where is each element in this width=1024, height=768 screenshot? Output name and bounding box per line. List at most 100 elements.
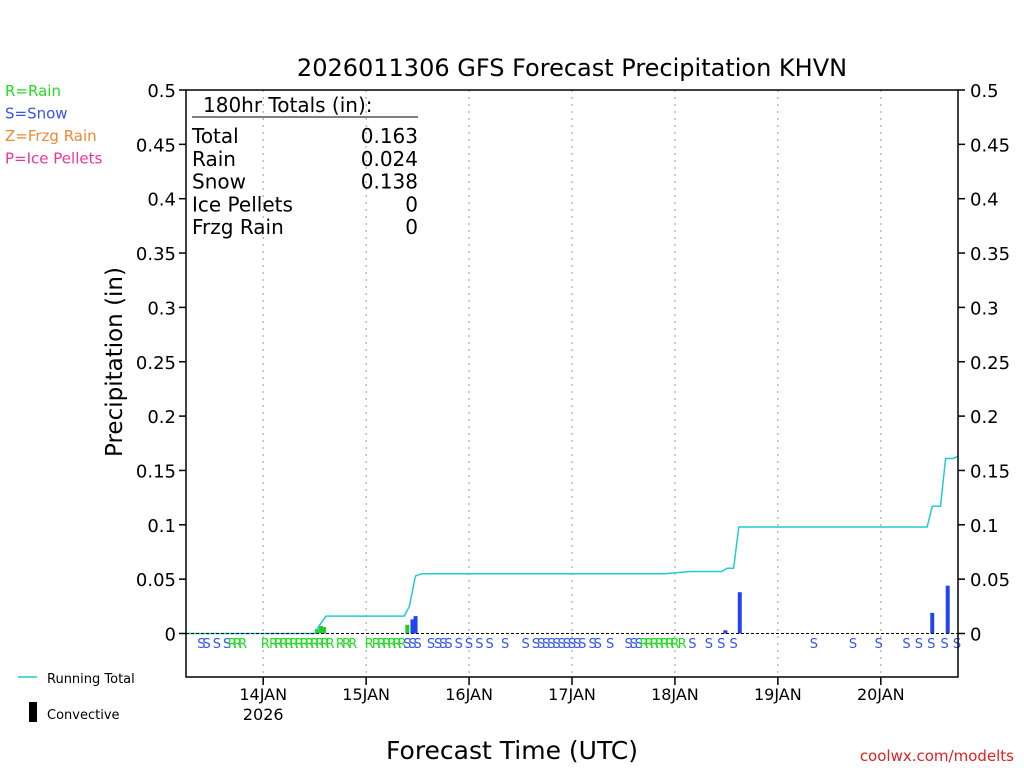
type-marker-4: R (228, 637, 237, 652)
type-marker-75: S (915, 637, 923, 652)
type-marker-54: S (594, 637, 602, 652)
type-marker-60: R (645, 637, 654, 652)
y-tick-label-left-9: 0.45 (136, 135, 176, 156)
type-marker-55: S (606, 637, 614, 652)
bar-snow-0 (410, 619, 415, 634)
y-tick-label-right-9: 0.45 (970, 135, 1010, 156)
type-marker-51: S (573, 637, 581, 652)
precip-bars (314, 585, 950, 634)
type-marker-7: R (261, 637, 270, 652)
y-tick-label-left-6: 0.3 (147, 298, 176, 319)
bar-snow-4 (930, 612, 935, 634)
legend-convective-swatch (29, 702, 37, 722)
type-marker-14: R (300, 637, 309, 652)
type-marker-67: S (688, 637, 696, 652)
type-marker-43: S (532, 637, 540, 652)
type-marker-21: R (342, 637, 351, 652)
y-tick-label-right-5: 0.25 (970, 353, 1010, 374)
type-marker-5: R (233, 637, 242, 652)
totals-name-2: Snow (192, 170, 246, 194)
type-marker-58: S (635, 637, 643, 652)
type-marker-29: R (398, 637, 407, 652)
type-marker-70: S (729, 637, 737, 652)
totals-value-3: 0 (405, 192, 418, 216)
legend-running-total-label: Running Total (47, 672, 135, 687)
type-marker-41: S (501, 637, 509, 652)
bar-snow-3 (737, 592, 742, 634)
type-marker-3: S (223, 637, 231, 652)
type-marker-25: R (377, 637, 386, 652)
type-marker-31: S (408, 637, 416, 652)
type-marker-77: S (940, 637, 948, 652)
y-tick-label-left-3: 0.15 (136, 461, 176, 482)
totals-value-0: 0.163 (361, 124, 418, 148)
type-marker-69: S (717, 637, 725, 652)
grid-lines (262, 90, 882, 677)
y-tick-label-right-7: 0.35 (970, 244, 1010, 265)
type-marker-18: R (320, 637, 329, 652)
y-tick-label-left-7: 0.35 (136, 244, 176, 265)
x-tick-label-1: 15JAN (342, 685, 390, 704)
y-tick-label-left-1: 0.05 (136, 570, 176, 591)
type-marker-46: S (547, 637, 555, 652)
totals-value-1: 0.024 (361, 147, 418, 171)
type-marker-73: S (875, 637, 883, 652)
type-marker-8: R (269, 637, 278, 652)
bar-rain-3 (405, 624, 410, 634)
type-marker-53: S (588, 637, 596, 652)
chart-title: 2026011306 GFS Forecast Precipitation KH… (297, 54, 847, 82)
y-axis-label: Precipitation (in) (102, 267, 128, 457)
legend-type-0: R=Rain (5, 82, 61, 100)
type-marker-61: R (650, 637, 659, 652)
type-marker-9: R (274, 637, 283, 652)
type-marker-40: S (486, 637, 494, 652)
totals-value-2: 0.138 (361, 170, 418, 194)
bar-rain-1 (318, 625, 323, 634)
type-marker-71: S (810, 637, 818, 652)
x-tick-label-0: 14JAN (239, 685, 287, 704)
type-marker-62: R (655, 637, 664, 652)
type-marker-35: S (439, 637, 447, 652)
type-marker-1: S (202, 637, 210, 652)
y-axis-right-ticks: 0 0.05 0.1 0.15 0.2 0.25 0.3 0.35 0.4 0.45 0.5 (958, 81, 1010, 646)
bar-snow-1 (413, 616, 418, 634)
type-marker-30: S (403, 637, 411, 652)
type-marker-76: S (927, 637, 935, 652)
type-marker-49: S (563, 637, 571, 652)
y-tick-label-left-10: 0.5 (147, 81, 176, 102)
x-tick-label-3: 17JAN (548, 685, 596, 704)
x-axis-label: Forecast Time (UTC) (386, 736, 638, 765)
totals-header: 180hr Totals (in): (203, 93, 373, 117)
type-marker-52: S (578, 637, 586, 652)
line-legend: Running Total Convective (18, 672, 135, 723)
y-tick-label-right-3: 0.15 (970, 461, 1010, 482)
type-marker-64: R (665, 637, 674, 652)
legend-type-3: P=Ice Pellets (5, 150, 102, 168)
type-marker-23: R (365, 637, 374, 652)
x-tick-sublabel-0: 2026 (243, 705, 284, 724)
type-marker-19: R (326, 637, 335, 652)
totals-value-4: 0 (405, 215, 418, 239)
type-marker-15: R (305, 637, 314, 652)
legend-type-2: Z=Frzg Rain (5, 127, 97, 145)
type-marker-59: R (640, 637, 649, 652)
totals-name-1: Rain (192, 147, 236, 171)
type-marker-37: S (455, 637, 463, 652)
type-marker-34: S (434, 637, 442, 652)
credit-link[interactable]: coolwx.com/modelts (860, 747, 1014, 765)
y-tick-label-right-6: 0.3 (970, 298, 999, 319)
type-marker-24: R (372, 637, 381, 652)
x-tick-label-5: 19JAN (754, 685, 802, 704)
y-tick-label-right-8: 0.4 (970, 190, 999, 211)
y-tick-label-left-8: 0.4 (147, 190, 176, 211)
type-marker-11: R (284, 637, 293, 652)
totals-box: 180hr Totals (in): Total 0.163 Rain 0.024 Sn… (191, 93, 418, 239)
y-tick-label-left-2: 0.1 (147, 516, 176, 537)
bar-snow-5 (945, 585, 950, 634)
type-marker-22: R (348, 637, 357, 652)
type-marker-39: S (475, 637, 483, 652)
x-tick-label-4: 18JAN (651, 685, 699, 704)
